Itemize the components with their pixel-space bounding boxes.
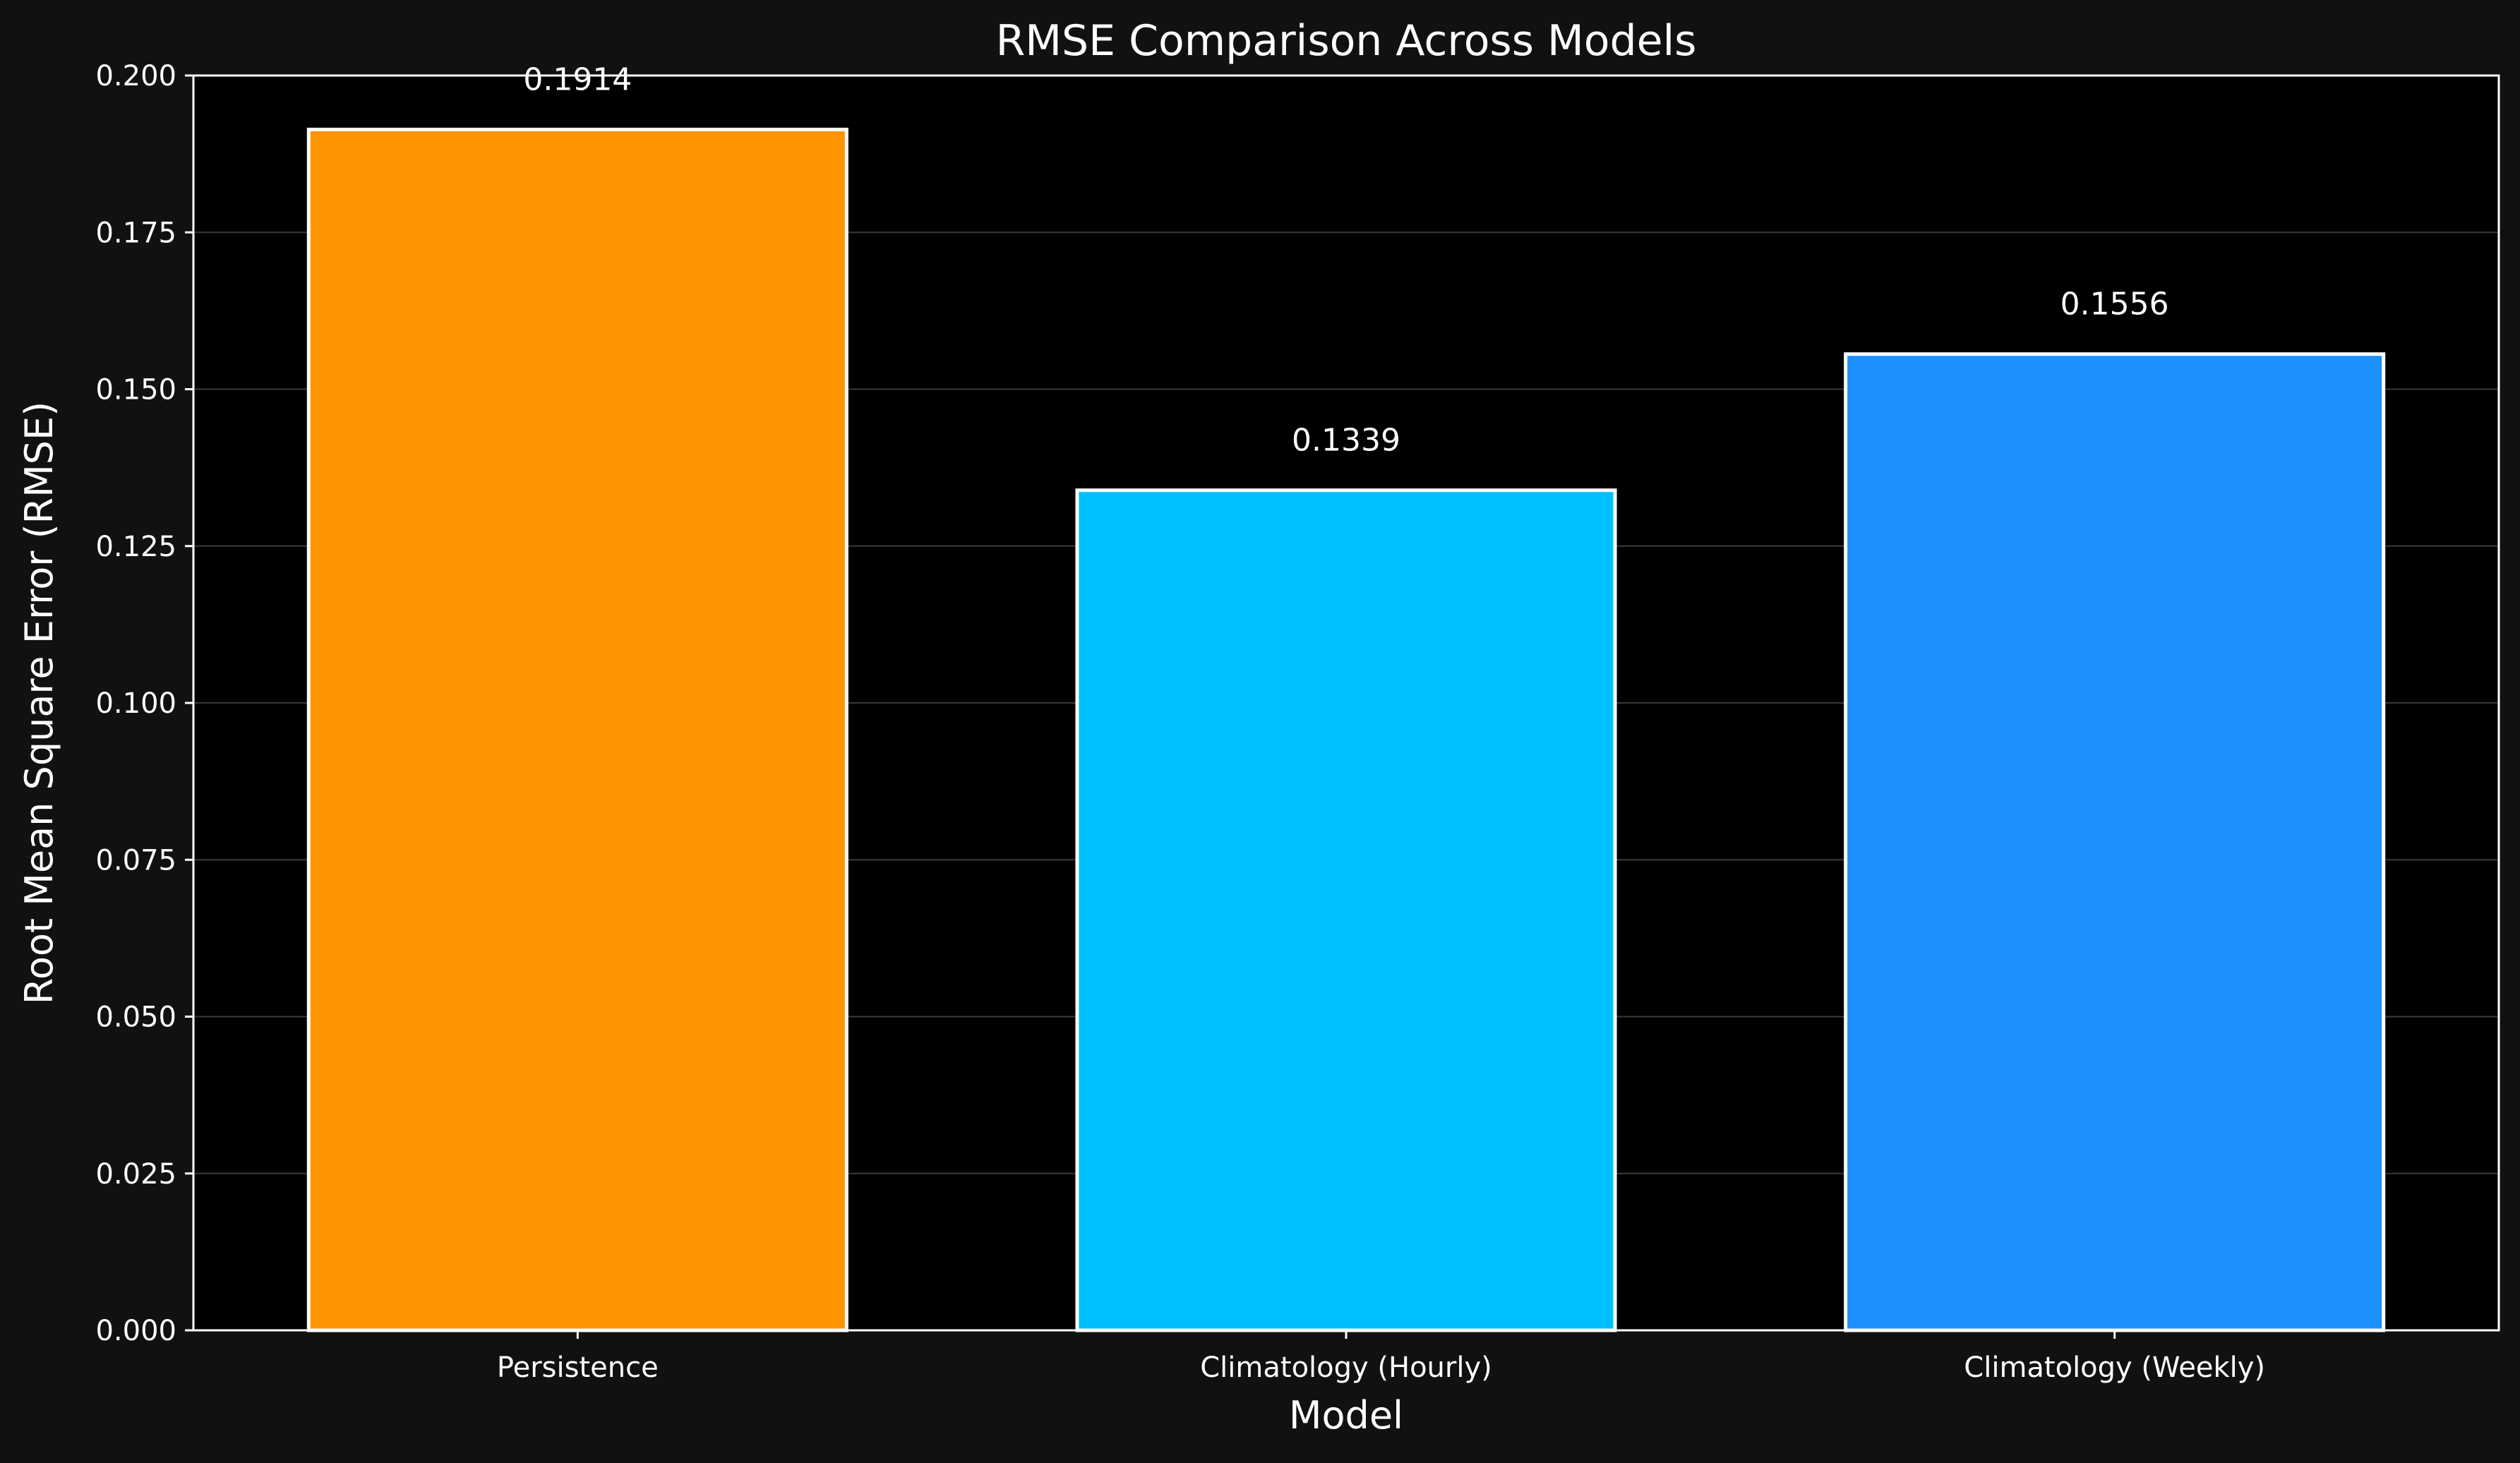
bar	[306, 127, 848, 1332]
x-axis-title: Model	[1289, 1393, 1403, 1438]
y-tick-label: 0.150	[95, 374, 176, 407]
data-labels: 0.1914 0.1339 0.1556	[523, 61, 2168, 458]
data-label: 0.1556	[2060, 287, 2169, 323]
y-tick-label: 0.025	[95, 1158, 176, 1191]
data-label: 0.1339	[1292, 423, 1400, 459]
y-tick-label: 0.125	[95, 531, 176, 563]
y-tick-label: 0.200	[95, 60, 176, 92]
x-axis-ticks: Persistence Climatology (Hourly) Climatolo…	[497, 1330, 2265, 1384]
x-tick-label: Persistence	[497, 1351, 659, 1384]
y-tick-label: 0.050	[95, 1001, 176, 1034]
y-tick-label: 0.175	[95, 217, 176, 249]
bar	[1844, 352, 2386, 1332]
y-tick-label: 0.075	[95, 844, 176, 877]
y-axis-ticks: 0.000 0.025 0.050 0.075 0.100 0.125 0.150 0.175…	[95, 60, 193, 1347]
bars	[306, 127, 2386, 1332]
y-tick-label: 0.100	[95, 687, 176, 720]
chart-title: RMSE Comparison Across Models	[996, 16, 1697, 66]
data-label: 0.1914	[523, 61, 632, 97]
bar	[1075, 488, 1617, 1332]
x-tick-label: Climatology (Hourly)	[1200, 1351, 1492, 1384]
x-tick-label: Climatology (Weekly)	[1964, 1351, 2265, 1384]
y-tick-label: 0.000	[95, 1315, 176, 1347]
y-axis-title: Root Mean Square Error (RMSE)	[17, 402, 61, 1005]
